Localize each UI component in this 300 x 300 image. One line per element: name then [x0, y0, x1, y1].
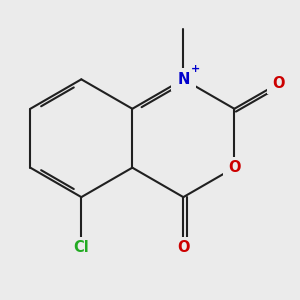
FancyBboxPatch shape: [267, 73, 290, 94]
Text: O: O: [177, 240, 190, 255]
Text: O: O: [228, 160, 241, 175]
Text: +: +: [190, 64, 200, 74]
Text: Cl: Cl: [74, 240, 89, 255]
Text: N: N: [177, 72, 190, 87]
Text: O: O: [272, 76, 285, 91]
FancyBboxPatch shape: [172, 237, 194, 257]
FancyBboxPatch shape: [65, 237, 98, 257]
FancyBboxPatch shape: [223, 158, 245, 178]
FancyBboxPatch shape: [171, 68, 196, 91]
